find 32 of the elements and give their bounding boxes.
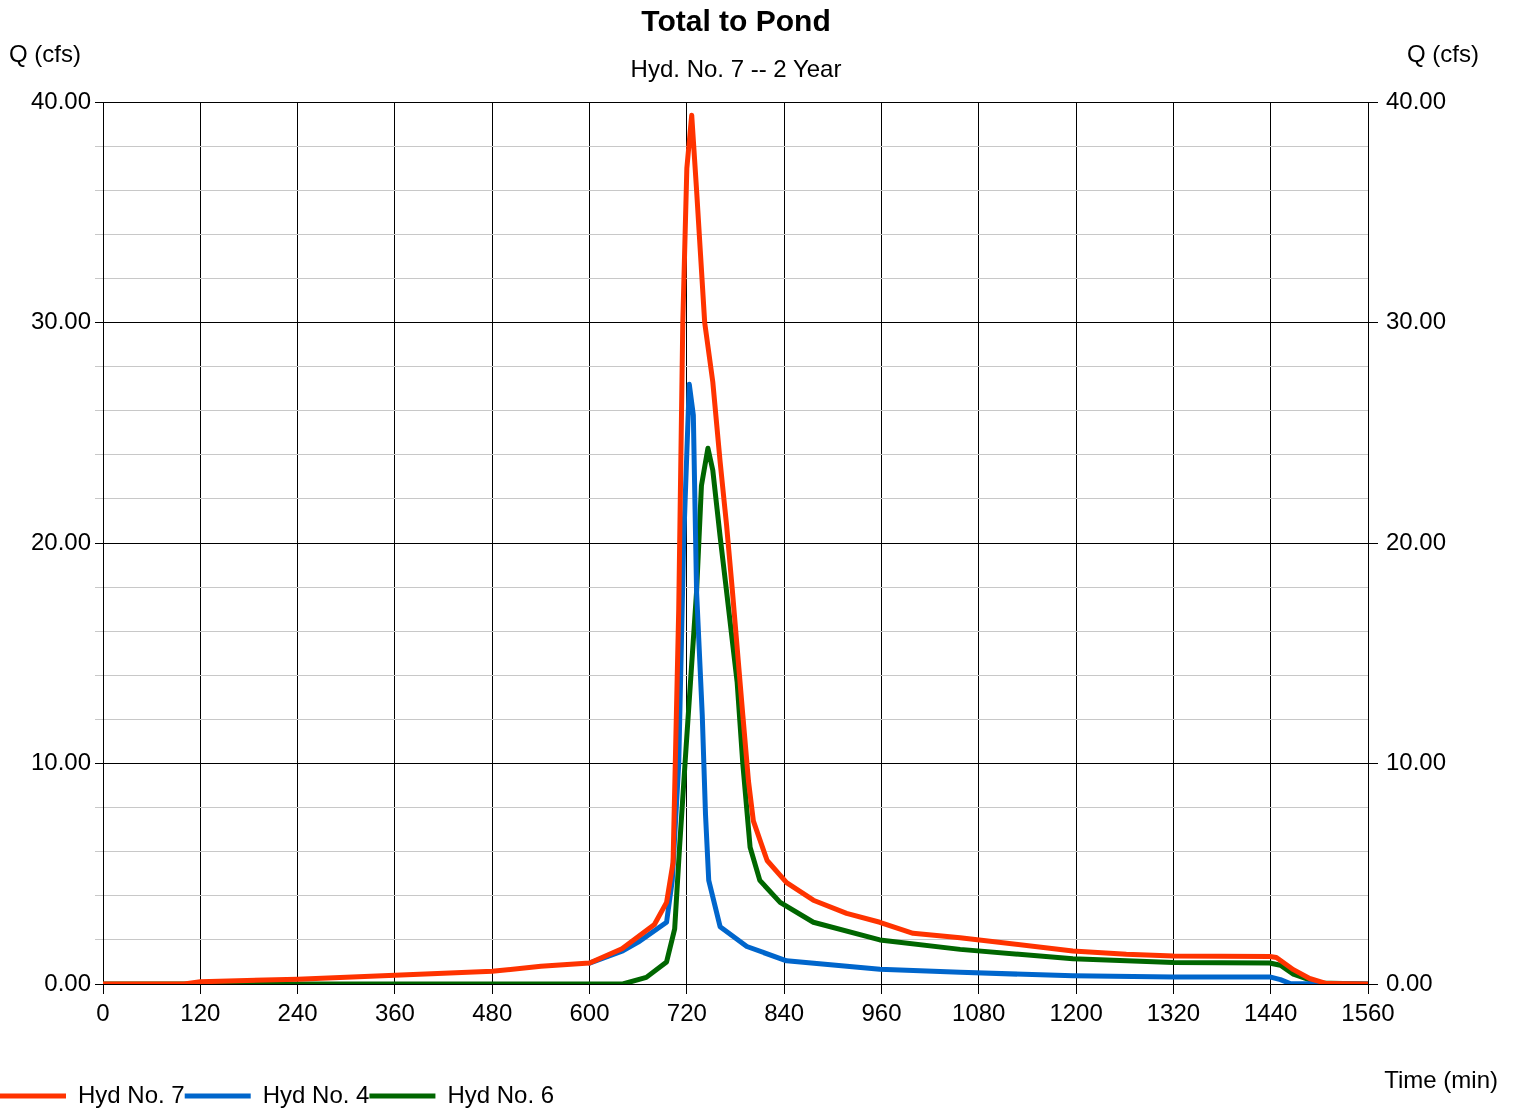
y2-tick-label: 10.00 xyxy=(1386,748,1447,776)
x-tick-label: 120 xyxy=(180,999,221,1027)
x-tick-label: 480 xyxy=(472,999,513,1027)
x-tick-label: 0 xyxy=(96,999,110,1027)
y2-tick-label: 30.00 xyxy=(1386,307,1447,335)
y2-tick-label: 20.00 xyxy=(1386,527,1447,555)
x-tick-label: 1080 xyxy=(952,999,1006,1027)
x-tick-label: 600 xyxy=(569,999,610,1027)
y2-axis-title: Q (cfs) xyxy=(1407,40,1479,68)
x-tick-label: 360 xyxy=(374,999,415,1027)
y-axis-title: Q (cfs) xyxy=(9,40,81,68)
x-tick-label: 840 xyxy=(764,999,805,1027)
y-tick-label: 20.00 xyxy=(30,527,91,555)
x-tick-label: 1200 xyxy=(1049,999,1103,1027)
x-tick-label: 1440 xyxy=(1244,999,1298,1027)
x-axis-title: Time (min) xyxy=(1384,1066,1498,1094)
legend-label: Hyd No. 7 xyxy=(78,1080,185,1108)
y-tick-label: 10.00 xyxy=(30,748,91,776)
y-tick-label: 40.00 xyxy=(30,86,91,114)
x-tick-label: 720 xyxy=(666,999,707,1027)
legend-label: Hyd No. 4 xyxy=(262,1080,370,1108)
x-tick-label: 960 xyxy=(861,999,902,1027)
y-tick-label: 0.00 xyxy=(44,968,91,996)
y2-tick-label: 40.00 xyxy=(1386,86,1447,114)
legend-label: Hyd No. 6 xyxy=(447,1080,555,1108)
chart-subtitle: Hyd. No. 7 -- 2 Year xyxy=(630,55,842,82)
x-tick-label: 1560 xyxy=(1341,999,1395,1027)
chart-title: Total to Pond xyxy=(640,4,832,38)
x-tick-label: 1320 xyxy=(1146,999,1201,1027)
y2-tick-label: 0.00 xyxy=(1386,968,1433,996)
y-tick-label: 30.00 xyxy=(30,307,91,335)
x-tick-label: 240 xyxy=(277,999,318,1027)
